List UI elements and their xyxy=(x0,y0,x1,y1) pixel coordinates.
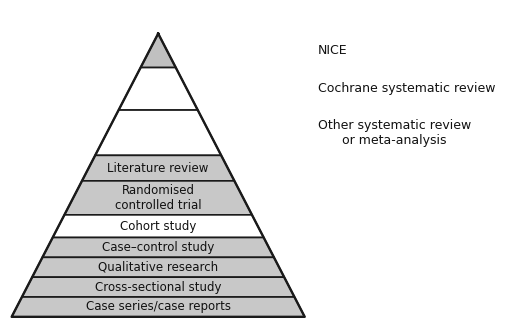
Text: Qualitative research: Qualitative research xyxy=(98,261,218,274)
Text: Randomised
controlled trial: Randomised controlled trial xyxy=(115,184,202,212)
Polygon shape xyxy=(119,68,198,110)
Text: NICE: NICE xyxy=(318,44,348,57)
Polygon shape xyxy=(141,34,176,68)
Text: Cohort study: Cohort study xyxy=(120,220,197,233)
Polygon shape xyxy=(22,277,294,297)
Polygon shape xyxy=(12,297,305,317)
Text: Literature review: Literature review xyxy=(108,161,209,175)
Text: Case–control study: Case–control study xyxy=(102,241,215,254)
Polygon shape xyxy=(95,110,221,155)
Polygon shape xyxy=(65,181,252,215)
Text: Cochrane systematic review: Cochrane systematic review xyxy=(318,82,496,95)
Text: Cross-sectional study: Cross-sectional study xyxy=(95,281,221,293)
Text: Case series/case reports: Case series/case reports xyxy=(86,300,231,314)
Text: Other systematic review
or meta-analysis: Other systematic review or meta-analysis xyxy=(318,119,471,147)
Polygon shape xyxy=(42,238,274,257)
Polygon shape xyxy=(32,257,284,277)
Polygon shape xyxy=(82,155,234,181)
Polygon shape xyxy=(53,215,264,238)
